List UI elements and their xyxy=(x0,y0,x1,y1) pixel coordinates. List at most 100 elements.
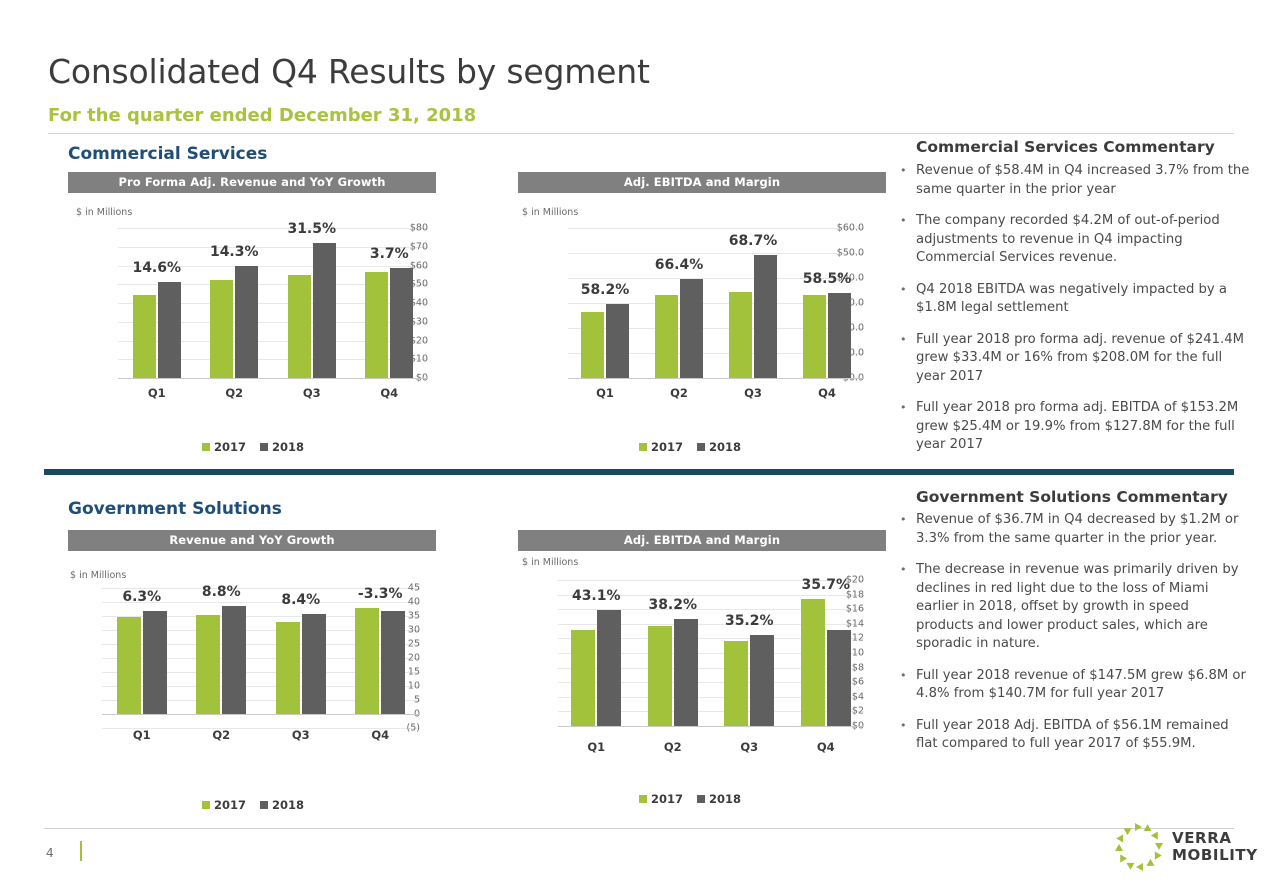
chart-gridline xyxy=(568,278,864,279)
chart-gridline xyxy=(558,594,864,596)
chart-header-cs-ebitda: Adj. EBITDA and Margin xyxy=(518,172,886,193)
chart-bar-2017 xyxy=(655,295,678,378)
bullet-icon: • xyxy=(900,668,907,682)
chart-y-axis-label: $70 xyxy=(409,241,428,253)
chart-y-axis-label: 20 xyxy=(407,652,420,664)
chart-x-axis-label: Q3 xyxy=(744,386,762,400)
commentary-text: Revenue of $58.4M in Q4 increased 3.7% f… xyxy=(916,163,1250,197)
chart-bar-2017 xyxy=(800,598,825,726)
logo-line-1: VERRA xyxy=(1172,829,1232,847)
chart-gridline xyxy=(102,700,420,701)
chart-x-axis-label: Q1 xyxy=(132,728,151,742)
commentary-bullet-item: • Full year 2018 revenue of $147.5M grew … xyxy=(900,667,1250,704)
chart-y-axis-label: 45 xyxy=(407,582,420,594)
chart-x-axis-label: Q4 xyxy=(816,740,835,754)
chart-y-axis-label: $40 xyxy=(409,297,428,309)
chart-growth-annotation: 35.2% xyxy=(724,612,774,629)
chart-gridline xyxy=(558,609,864,611)
commentary-text: The company recorded $4.2M of out-of-per… xyxy=(916,213,1220,265)
chart-y-axis-label: $10 xyxy=(845,647,864,659)
chart-gridline xyxy=(558,696,864,698)
legend-swatch-2017-icon xyxy=(201,801,210,809)
section-title-government-solutions: Government Solutions xyxy=(68,499,282,519)
bullet-icon: • xyxy=(900,332,907,346)
legend-swatch-2017-icon xyxy=(638,795,647,803)
legend-cs-revenue: 2017 2018 xyxy=(128,440,378,454)
commentary-text: Q4 2018 EBITDA was negatively impacted b… xyxy=(916,281,1227,316)
chart-growth-annotation: 14.6% xyxy=(132,260,182,277)
chart-bar-2018 xyxy=(301,614,326,714)
page-subtitle: For the quarter ended December 31, 2018 xyxy=(48,105,477,126)
legend-swatch-2018-icon xyxy=(697,795,705,803)
section-divider xyxy=(44,469,1234,475)
chart-growth-annotation: -3.3% xyxy=(357,585,403,602)
commentary-text: Full year 2018 revenue of $147.5M grew $… xyxy=(916,667,1246,702)
legend-swatch-2017-icon xyxy=(201,443,210,451)
legend-item-2017: 2017 xyxy=(201,440,246,454)
chart-y-axis-label: $20 xyxy=(409,335,428,346)
chart-x-axis-label: Q2 xyxy=(212,728,231,742)
chart-bar-2018 xyxy=(750,634,775,726)
chart-growth-annotation: 6.3% xyxy=(122,588,162,605)
chart-growth-annotation: 68.7% xyxy=(728,232,778,249)
commentary-list-government-solutions: • Revenue of $36.7M in Q4 decreased by $1… xyxy=(900,511,1250,767)
chart-gridline xyxy=(102,644,420,645)
chart-y-axis-label: 25 xyxy=(407,638,420,650)
commentary-bullet-item: • The company recorded $4.2M of out-of-pe… xyxy=(900,212,1250,268)
chart-bar-2017 xyxy=(803,294,826,378)
chart-bar-2017 xyxy=(132,294,156,378)
units-label-cs-ebitda: $ in Millions xyxy=(522,207,579,218)
chart-y-axis-label: $40.0 xyxy=(836,272,864,284)
bullet-icon: • xyxy=(900,164,907,177)
chart-y-axis-label: $10 xyxy=(409,353,428,365)
chart-gridline xyxy=(102,588,420,589)
chart-bar-2017 xyxy=(365,272,389,378)
chart-gridline xyxy=(558,711,864,713)
legend-swatch-2017-icon xyxy=(638,443,647,451)
commentary-list-commercial-services: • Revenue of $58.4M in Q4 increased 3.7% … xyxy=(900,162,1250,468)
commentary-text: Full year 2018 pro forma adj. revenue of… xyxy=(916,331,1244,384)
chart-y-axis-label: $80 xyxy=(409,222,428,234)
chart-gs-revenue: (5)051015202530354045Q16.3%Q28.8%Q38.4%Q… xyxy=(72,583,420,762)
legend-label-2018: 2018 xyxy=(272,798,305,812)
verra-mobility-logo: VERRA MOBILITY xyxy=(1108,818,1257,880)
units-label-gs-ebitda: $ in Millions xyxy=(522,557,579,568)
commentary-text: Full year 2018 pro forma adj. EBITDA of … xyxy=(916,400,1239,452)
chart-axis-line xyxy=(102,714,420,715)
chart-y-axis-label: (5) xyxy=(406,722,420,734)
chart-gridline xyxy=(568,253,864,254)
legend-swatch-2018-icon xyxy=(260,801,268,809)
chart-gridline xyxy=(118,228,428,229)
chart-gridline xyxy=(102,602,420,603)
units-label-cs-revenue: $ in Millions xyxy=(76,207,133,218)
chart-x-axis-label: Q4 xyxy=(371,728,390,742)
legend-item-2017: 2017 xyxy=(638,440,683,454)
chart-y-axis-label: $6 xyxy=(851,676,864,688)
chart-y-axis-label: 35 xyxy=(407,610,420,622)
footer-divider xyxy=(44,828,1234,829)
chart-y-axis-label: 10 xyxy=(407,680,420,692)
commentary-text: Revenue of $36.7M in Q4 decreased by $1.… xyxy=(916,512,1239,546)
legend-label-2017: 2017 xyxy=(213,440,246,454)
chart-bar-2018 xyxy=(828,292,851,378)
units-label-gs-revenue: $ in Millions xyxy=(70,570,127,581)
page-number: 4 xyxy=(46,846,54,860)
chart-axis-line xyxy=(118,378,428,379)
chart-bar-2017 xyxy=(196,615,221,714)
chart-y-axis-label: $8 xyxy=(851,662,864,674)
legend-label-2017: 2017 xyxy=(213,798,246,812)
chart-bar-2018 xyxy=(381,611,406,714)
legend-label-2017: 2017 xyxy=(650,440,683,454)
legend-gs-ebitda: 2017 2018 xyxy=(565,792,815,806)
chart-gridline xyxy=(568,228,864,229)
header-divider xyxy=(48,133,1234,134)
chart-x-axis-label: Q4 xyxy=(818,386,836,400)
chart-gridline xyxy=(568,353,864,354)
bullet-icon: • xyxy=(900,214,907,227)
chart-bar-2017 xyxy=(647,625,672,726)
chart-growth-annotation: 8.4% xyxy=(281,592,321,609)
bullet-icon: • xyxy=(900,563,907,576)
legend-label-2018: 2018 xyxy=(709,792,742,806)
chart-cs-ebitda: $0.0$10.0$20.0$30.0$40.0$50.0$60.0Q158.2… xyxy=(524,223,864,406)
chart-y-axis-label: $20 xyxy=(845,574,864,586)
